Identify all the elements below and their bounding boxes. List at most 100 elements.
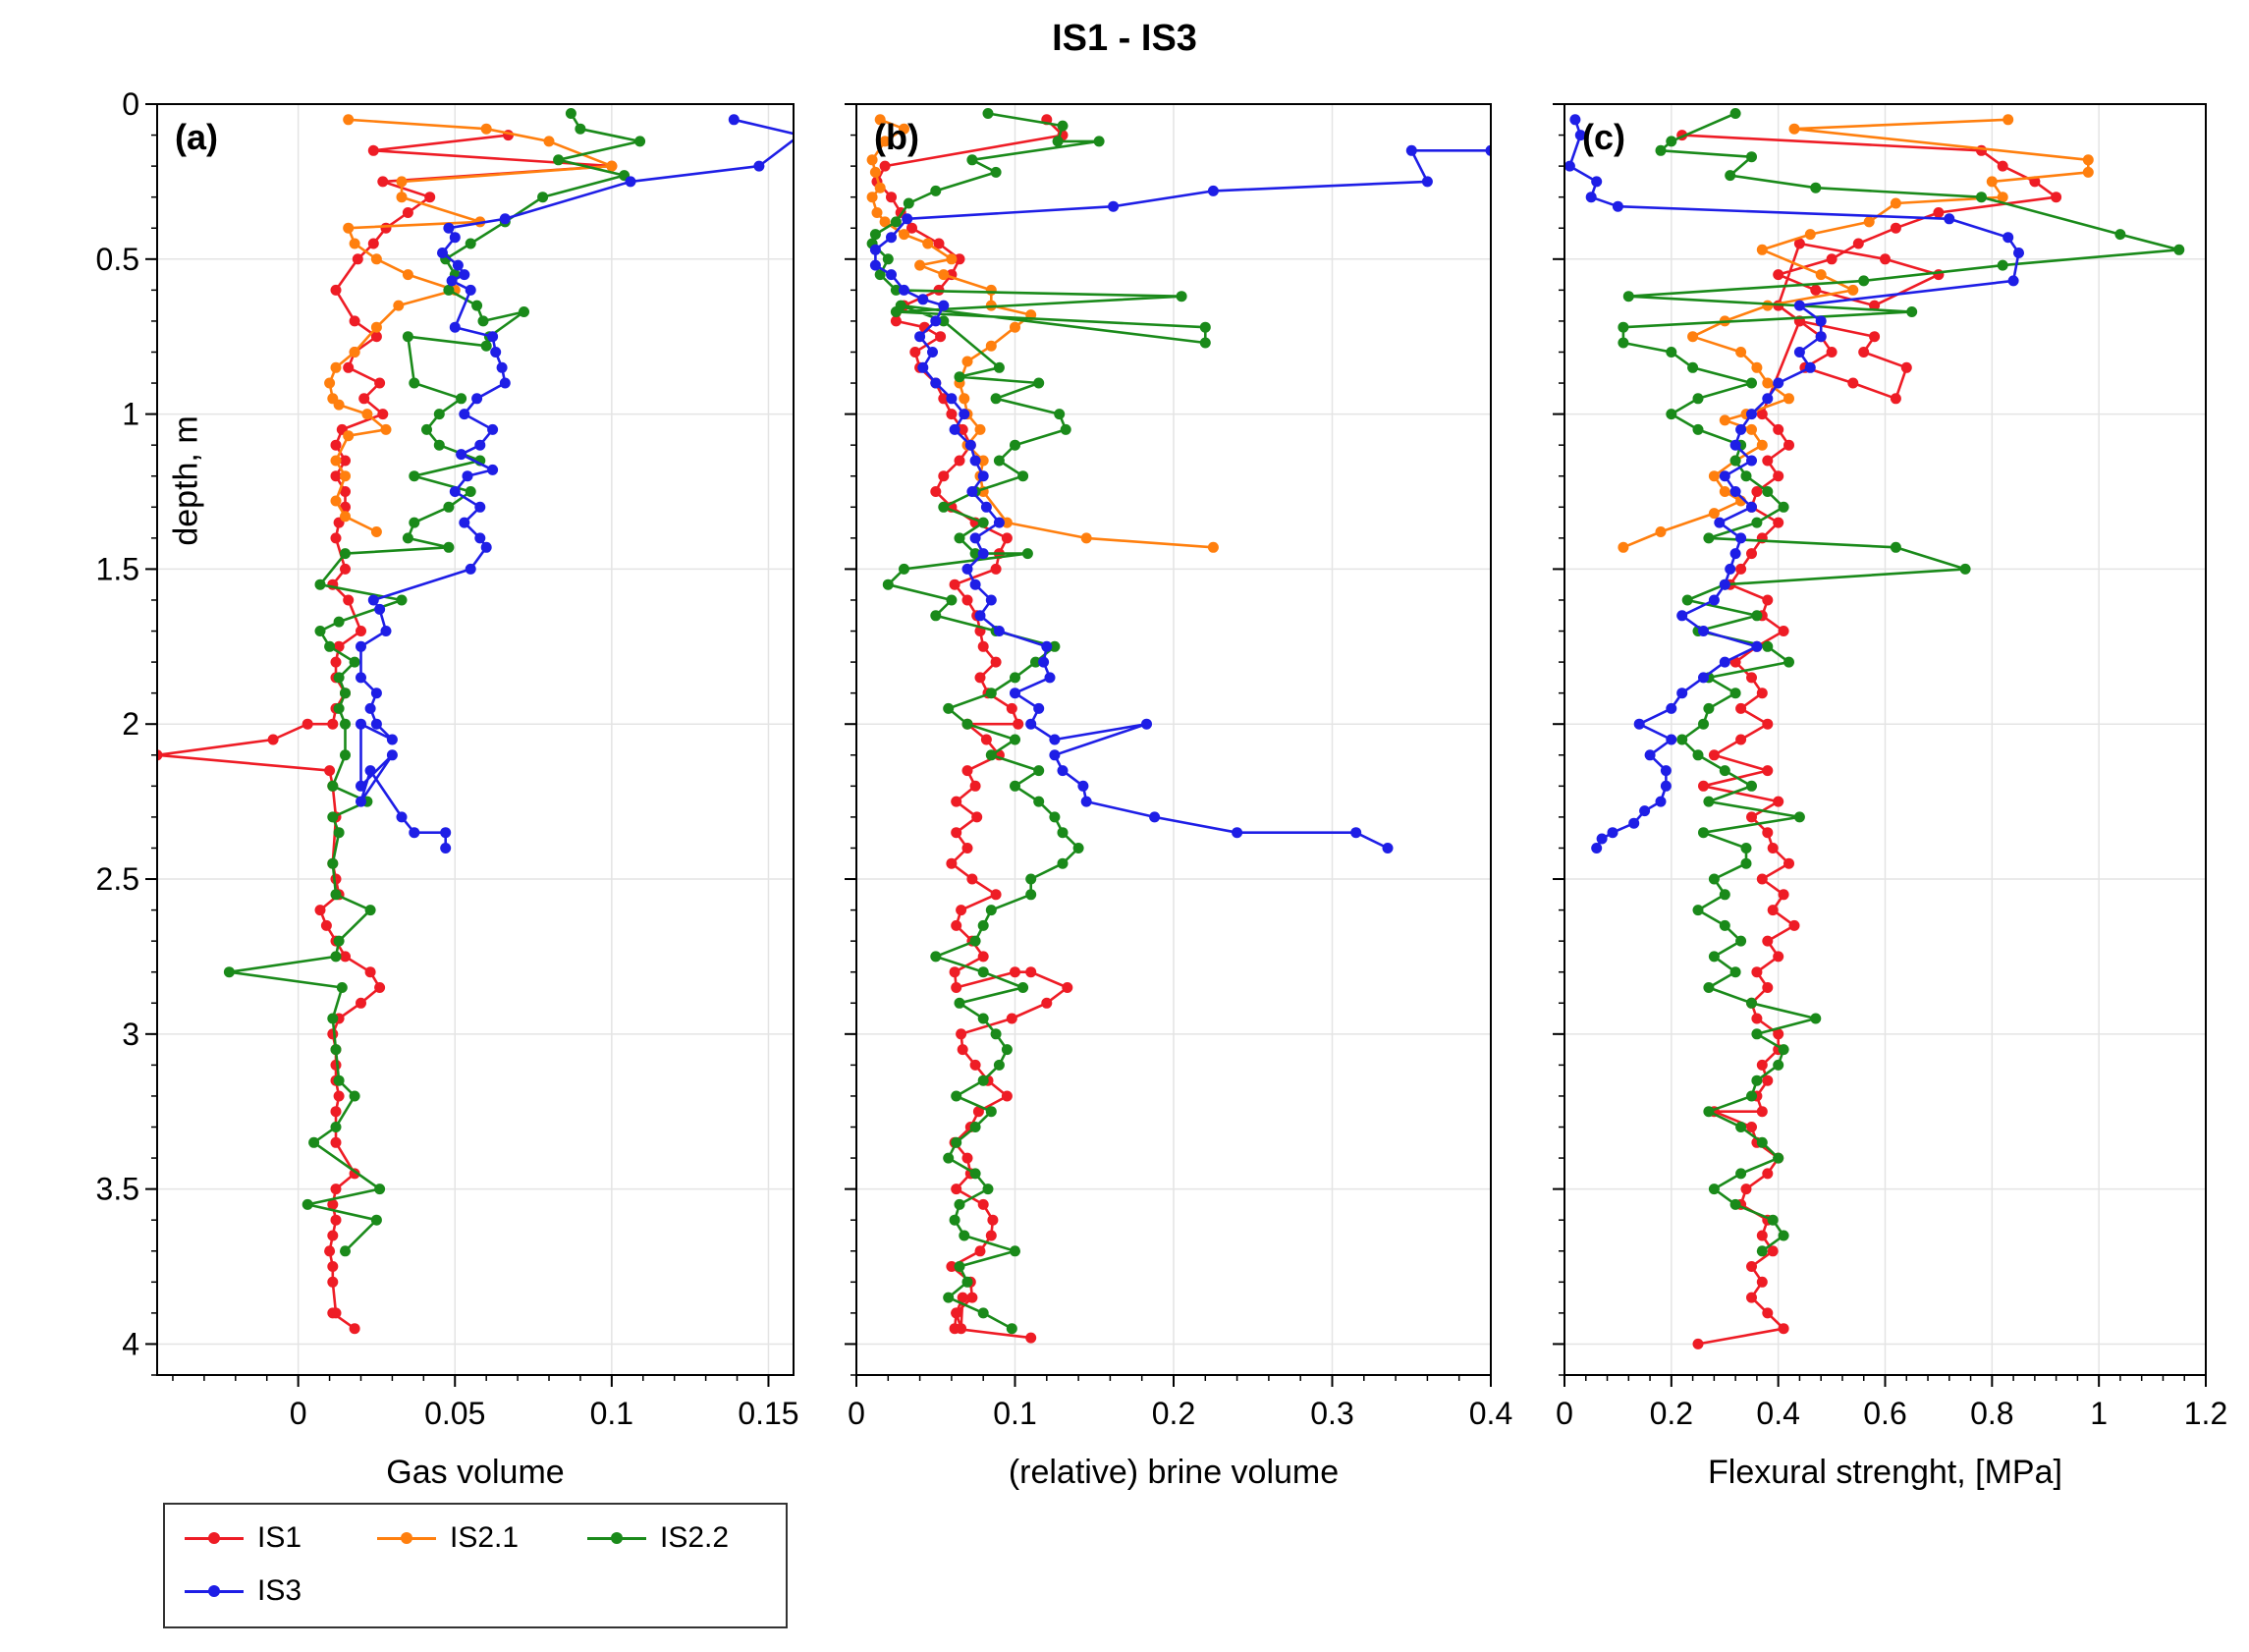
data-point bbox=[1788, 919, 1800, 931]
panel-a: 0 0.05 0.1 0.15 0 0.5 1 1.5 2 2.5 3 3.5 4 (a) Gas volu… bbox=[96, 86, 799, 1491]
data-point bbox=[1751, 640, 1763, 652]
data-point bbox=[1350, 827, 1362, 839]
data-point bbox=[977, 966, 989, 978]
data-point bbox=[969, 780, 981, 792]
data-point bbox=[1703, 796, 1715, 807]
data-point bbox=[964, 439, 976, 451]
data-point bbox=[330, 1106, 342, 1118]
data-point bbox=[993, 517, 1005, 528]
data-point bbox=[977, 1074, 989, 1086]
panel-label: (c) bbox=[1582, 117, 1625, 157]
data-point bbox=[1006, 702, 1017, 714]
data-point bbox=[327, 1198, 339, 1210]
data-point bbox=[1729, 688, 1741, 699]
data-point bbox=[1773, 1059, 1784, 1071]
x-tick-label: 0 bbox=[290, 1396, 307, 1431]
data-point bbox=[1017, 982, 1029, 993]
data-point bbox=[499, 377, 511, 389]
data-point bbox=[1847, 377, 1859, 389]
data-point bbox=[1735, 935, 1747, 947]
series-line-is3 bbox=[1568, 119, 2020, 850]
series-is1 bbox=[1676, 130, 2062, 1349]
data-point bbox=[1692, 1338, 1704, 1349]
series-is3 bbox=[356, 114, 794, 854]
data-point bbox=[1141, 718, 1152, 730]
data-point bbox=[2007, 275, 2019, 287]
y-tick-label: 1.5 bbox=[96, 551, 139, 586]
data-point bbox=[1997, 259, 2008, 271]
data-point bbox=[954, 253, 965, 265]
data-point bbox=[969, 935, 981, 947]
data-point bbox=[1676, 734, 1688, 745]
data-point bbox=[1869, 331, 1881, 343]
series-line-is3 bbox=[359, 118, 794, 849]
data-point bbox=[1025, 1332, 1037, 1344]
data-point bbox=[959, 393, 970, 405]
y-tick-label: 3 bbox=[122, 1017, 139, 1052]
data-point bbox=[370, 1214, 382, 1226]
data-point bbox=[1080, 532, 1092, 544]
data-point bbox=[951, 1136, 962, 1148]
data-point bbox=[869, 166, 881, 178]
data-point bbox=[330, 951, 342, 963]
data-point bbox=[982, 108, 994, 119]
data-point bbox=[327, 1261, 339, 1272]
data-point bbox=[487, 464, 499, 475]
data-point bbox=[1778, 889, 1789, 901]
data-point bbox=[1010, 321, 1020, 333]
data-point bbox=[1001, 1090, 1013, 1102]
data-point bbox=[1017, 470, 1029, 482]
x-tick-label: 0.6 bbox=[1863, 1396, 1906, 1431]
data-point bbox=[343, 594, 355, 606]
data-point bbox=[1644, 749, 1656, 761]
data-point bbox=[1746, 377, 1757, 389]
data-point bbox=[879, 216, 891, 228]
data-point bbox=[971, 811, 983, 823]
data-point bbox=[1788, 123, 1800, 135]
data-point bbox=[302, 1198, 313, 1210]
data-point bbox=[961, 765, 973, 777]
data-point bbox=[1060, 423, 1071, 435]
data-point bbox=[356, 672, 366, 684]
data-point bbox=[969, 1059, 981, 1071]
data-point bbox=[1746, 423, 1757, 435]
data-point bbox=[1756, 439, 1768, 451]
data-point bbox=[951, 827, 962, 839]
data-point bbox=[1762, 982, 1774, 993]
data-point bbox=[223, 966, 235, 978]
data-point bbox=[1698, 626, 1709, 636]
data-point bbox=[1735, 532, 1747, 544]
series-line-is1 bbox=[1681, 134, 2057, 1346]
data-point bbox=[1033, 702, 1045, 714]
data-point bbox=[402, 207, 413, 218]
data-point bbox=[330, 284, 342, 296]
data-point bbox=[938, 300, 950, 311]
data-point bbox=[543, 136, 555, 147]
data-point bbox=[1863, 216, 1875, 228]
data-point bbox=[961, 1276, 973, 1288]
data-point bbox=[1906, 306, 1918, 317]
data-point bbox=[487, 423, 499, 435]
data-point bbox=[625, 176, 636, 188]
data-point bbox=[1778, 1230, 1789, 1241]
data-point bbox=[969, 578, 981, 590]
data-point bbox=[1698, 827, 1709, 839]
data-point bbox=[1049, 749, 1061, 761]
data-point bbox=[465, 563, 476, 575]
data-point bbox=[946, 594, 958, 606]
data-point bbox=[1976, 144, 1987, 156]
data-point bbox=[753, 160, 765, 172]
data-point bbox=[1735, 347, 1747, 358]
data-point bbox=[1708, 1184, 1720, 1195]
data-point bbox=[330, 495, 342, 507]
data-point bbox=[890, 284, 902, 296]
data-point bbox=[1890, 541, 1901, 553]
data-point bbox=[922, 238, 934, 249]
data-point bbox=[324, 765, 336, 777]
data-point bbox=[957, 423, 968, 435]
data-point bbox=[393, 300, 405, 311]
data-point bbox=[974, 610, 986, 622]
data-point bbox=[985, 905, 997, 916]
data-point bbox=[380, 222, 392, 234]
data-point bbox=[1810, 1013, 1822, 1024]
